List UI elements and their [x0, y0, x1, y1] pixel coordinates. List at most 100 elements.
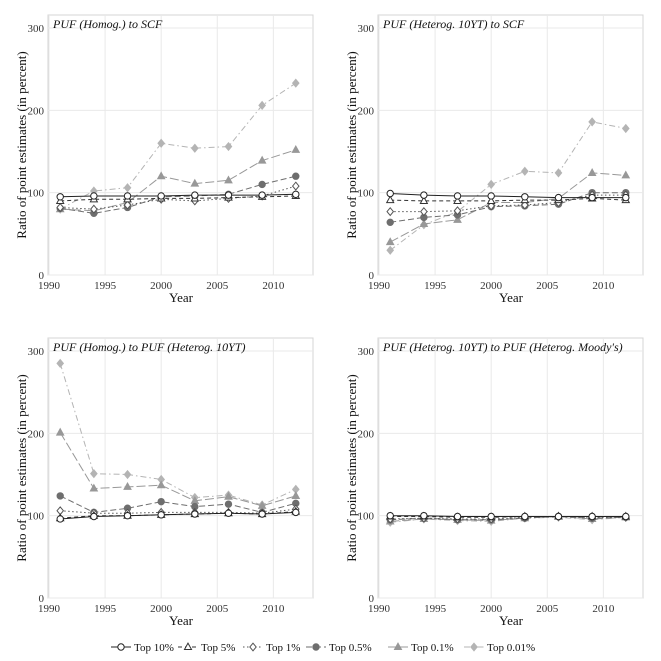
data-point [521, 193, 529, 201]
x-tick-label: 2005 [536, 280, 559, 292]
data-point [257, 155, 267, 164]
legend-marker [470, 642, 478, 652]
data-point [157, 138, 166, 148]
series-group [385, 117, 631, 255]
data-point [487, 192, 495, 200]
data-point [123, 183, 132, 193]
data-point [224, 191, 233, 199]
data-point [453, 214, 462, 223]
x-axis-label: Year [169, 613, 194, 628]
series-line [60, 185, 296, 210]
data-point [123, 200, 132, 210]
panel-top-left: 0 100 200 300 1990 1995 2000 2005 2010 PUF (Hom… [14, 14, 314, 305]
x-tick-labels: 1990 1995 2000 2005 2010 [38, 280, 285, 292]
data-point [291, 181, 300, 191]
y-tick-label: 300 [28, 346, 45, 358]
data-point [258, 180, 266, 189]
data-point [487, 179, 496, 190]
series-group [385, 511, 631, 527]
series-0-1-pct [55, 427, 301, 509]
y-tick-labels: 0 100 200 300 [358, 346, 375, 605]
data-point [520, 166, 529, 176]
x-tick-label: 2000 [480, 603, 503, 615]
grid [48, 338, 313, 599]
x-tick-labels: 1990 1995 2000 2005 2010 [38, 603, 285, 615]
x-tick-label: 2000 [480, 280, 503, 292]
data-point [224, 509, 233, 517]
data-point [89, 483, 99, 492]
series-line [60, 175, 296, 214]
legend-item: Top 5% [178, 642, 235, 654]
data-point [90, 192, 98, 200]
data-point [419, 196, 429, 204]
panel-top-right: 0 100 200 300 1990 1995 2000 2005 2010 PUF (Het… [344, 14, 644, 305]
legend-item: Top 1% [243, 642, 300, 654]
y-tick-labels: 0 100 200 300 [358, 23, 375, 282]
x-tick-labels: 1990 1995 2000 2005 2010 [368, 280, 615, 292]
series-line [389, 121, 626, 251]
legend-item: Top 0.01% [464, 642, 535, 654]
legend-item: Top 0.5% [306, 642, 372, 654]
data-point [420, 206, 428, 217]
legend-label: Top 10% [134, 642, 174, 654]
data-point [587, 168, 597, 176]
panel-bottom-left: 0 100 200 300 1990 1995 2000 2005 2010 PUF (Hom… [14, 337, 314, 628]
data-point [191, 510, 199, 518]
data-point [385, 195, 395, 204]
y-tick-label: 0 [369, 593, 375, 605]
series-line [60, 193, 296, 198]
data-point [90, 204, 98, 214]
series-line [390, 515, 626, 517]
data-point [157, 511, 165, 519]
y-tick-label: 0 [39, 270, 45, 282]
series-line [390, 197, 626, 202]
y-tick-label: 100 [28, 188, 45, 200]
x-tick-label: 2010 [592, 280, 615, 292]
x-tick-label: 1995 [94, 280, 117, 292]
panel-title: PUF (Homog.) to SCF [52, 17, 163, 31]
x-axis-label: Year [169, 290, 194, 305]
x-tick-label: 2010 [592, 603, 615, 615]
y-tick-label: 100 [28, 511, 45, 523]
series-group [55, 78, 301, 217]
y-tick-label: 100 [358, 511, 375, 523]
y-axis-label: Ratio of point estimates (in percent) [344, 374, 359, 561]
series-10-pct [56, 190, 300, 201]
data-point [453, 196, 462, 204]
panel-title: PUF (Heterog. 10YT) to PUF (Heterog. Moo… [382, 340, 623, 354]
x-axis-label: Year [499, 290, 524, 305]
data-point [190, 178, 200, 187]
series-line [59, 495, 296, 513]
series-line [60, 195, 296, 202]
y-tick-label: 200 [28, 428, 45, 440]
data-point [386, 189, 394, 198]
series-line [60, 508, 296, 514]
legend-item: Top 0.1% [388, 642, 454, 654]
series-line [390, 515, 626, 520]
data-point [258, 191, 266, 199]
legend-label: Top 5% [201, 642, 235, 654]
legend-marker [117, 643, 125, 651]
y-tick-label: 300 [28, 23, 45, 35]
data-point [55, 427, 65, 436]
data-point [554, 168, 563, 178]
legend: Top 10% Top 5% Top 1% Top 0.5% Top 0.1% Top 0… [111, 642, 535, 654]
y-tick-label: 0 [39, 593, 45, 605]
legend-marker [312, 643, 320, 651]
y-tick-label: 200 [28, 105, 45, 117]
legend-label: Top 0.01% [487, 642, 535, 654]
data-point [386, 511, 394, 520]
data-point [621, 123, 630, 134]
data-point [419, 219, 429, 228]
data-point [292, 190, 300, 199]
data-point [420, 191, 428, 199]
y-axis-label: Ratio of point estimates (in percent) [14, 374, 29, 561]
data-point [292, 172, 300, 180]
data-point [588, 117, 596, 127]
series-line [390, 192, 626, 223]
data-point [386, 206, 395, 217]
x-tick-labels: 1990 1995 2000 2005 2010 [368, 603, 615, 615]
series-line [390, 515, 626, 522]
series-group [55, 358, 301, 523]
x-tick-label: 1995 [424, 280, 447, 292]
